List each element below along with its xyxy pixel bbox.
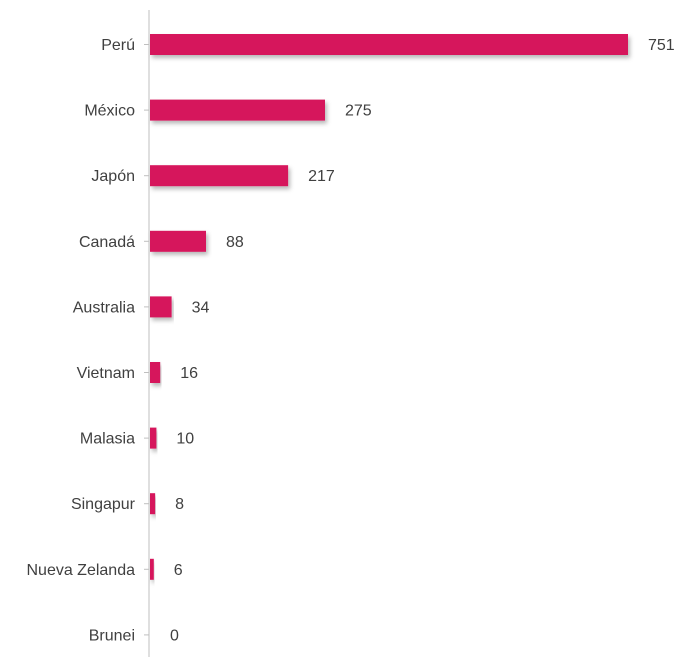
category-label-australia: Australia (73, 299, 135, 316)
bar-australia (150, 296, 172, 318)
category-label-vietnam: Vietnam (77, 365, 135, 382)
value-label-vietnam: 16 (180, 365, 198, 382)
category-label-canada: Canadá (79, 234, 135, 251)
bar-mexico (150, 99, 325, 121)
value-label-brunei: 0 (170, 627, 179, 644)
bar-japon (150, 165, 289, 187)
category-label-mexico: México (84, 103, 135, 120)
value-label-nueva-zelanda: 6 (174, 562, 183, 579)
value-label-peru: 751 (648, 37, 675, 54)
value-label-mexico: 275 (345, 103, 372, 120)
value-label-australia: 34 (192, 299, 210, 316)
category-label-peru: Perú (101, 37, 135, 54)
category-label-malasia: Malasia (80, 431, 135, 448)
category-label-japon: Japón (91, 168, 135, 185)
category-label-brunei: Brunei (89, 627, 135, 644)
y-axis-ticks (144, 44, 149, 636)
value-label-japon: 217 (308, 168, 335, 185)
bar-peru (150, 34, 628, 55)
bar-nueva-zelanda (150, 558, 154, 580)
category-label-singapur: Singapur (71, 496, 136, 513)
value-label-singapur: 8 (175, 496, 184, 513)
category-label-nueva-zelanda: Nueva Zelanda (26, 562, 135, 579)
bar-canada (150, 230, 206, 252)
value-label-canada: 88 (226, 234, 244, 251)
bars-layer (150, 34, 628, 580)
labels-layer: Perú 751 México 275 Japón 217 Canadá 88 Australi… (26, 37, 674, 644)
bar-malasia (150, 427, 157, 449)
value-label-malasia: 10 (176, 431, 194, 448)
bar-singapur (150, 493, 156, 515)
bar-vietnam (150, 362, 161, 383)
